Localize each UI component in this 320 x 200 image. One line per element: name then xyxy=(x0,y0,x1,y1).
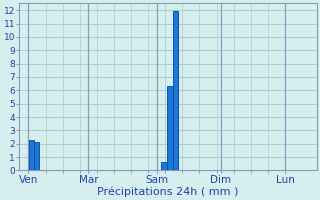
Bar xyxy=(167,86,172,170)
Bar xyxy=(161,162,166,170)
Bar xyxy=(29,140,34,170)
X-axis label: Précipitations 24h ( mm ): Précipitations 24h ( mm ) xyxy=(97,186,238,197)
Bar xyxy=(173,11,178,170)
Bar xyxy=(34,142,39,170)
